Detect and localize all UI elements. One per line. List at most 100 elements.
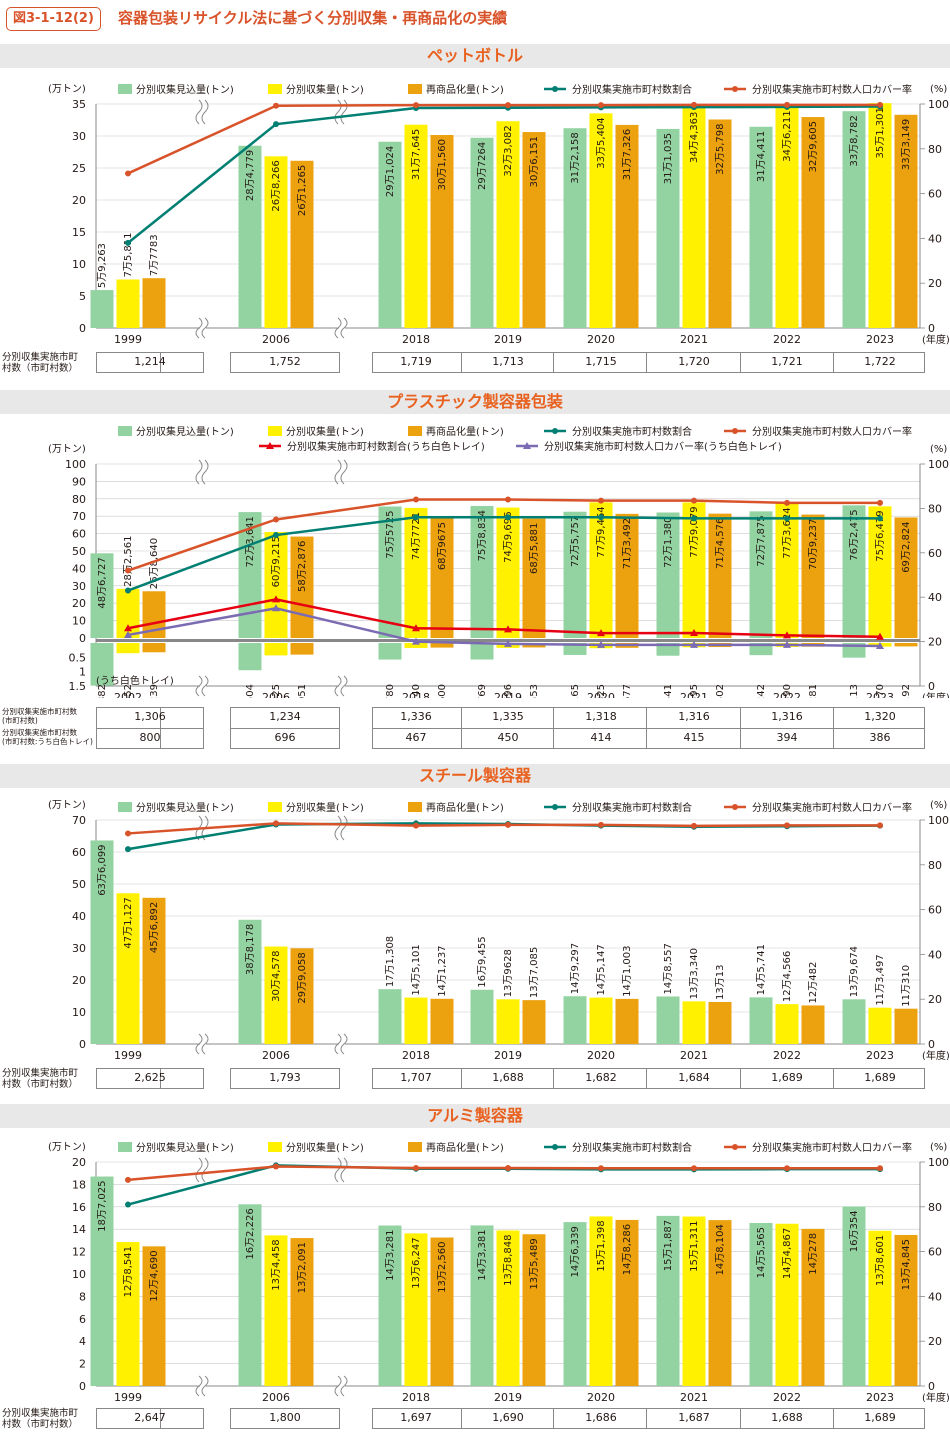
y-tick-label: 0 bbox=[79, 1038, 86, 1051]
bar-value-label: 30万4,578 bbox=[271, 951, 282, 1002]
bar-value-label: 14万5,565 bbox=[756, 1227, 767, 1278]
bar-value-label: 29万9,058 bbox=[297, 952, 308, 1003]
chart-title-band: スチール製容器 bbox=[0, 764, 950, 788]
bar bbox=[238, 643, 262, 671]
bar-value-label: 1,553 bbox=[529, 684, 540, 698]
bar bbox=[90, 290, 114, 328]
bar-value-label: 47万1,127 bbox=[123, 897, 134, 948]
bar bbox=[775, 106, 799, 328]
bar bbox=[378, 989, 402, 1044]
line-marker bbox=[691, 1165, 697, 1172]
y-tick-label: 15 bbox=[72, 226, 86, 239]
legend-item: 再商品化量(トン) bbox=[408, 83, 504, 96]
bar bbox=[404, 997, 428, 1044]
table-divider bbox=[740, 1068, 741, 1089]
y-tick-label: 2 bbox=[79, 1358, 86, 1371]
y-tick-label: 20 bbox=[72, 974, 86, 987]
table-box bbox=[96, 352, 204, 373]
axis-break bbox=[340, 1157, 348, 1183]
bar bbox=[90, 1176, 114, 1386]
y-axis-unit: (万トン) bbox=[48, 444, 86, 455]
y-tick-label: 0 bbox=[79, 632, 86, 645]
line-marker bbox=[784, 515, 790, 522]
table-divider bbox=[372, 728, 925, 729]
y2-tick-label: 60 bbox=[928, 1246, 942, 1259]
x-tick-label: 2019 bbox=[494, 1049, 522, 1060]
y-tick-label: 35 bbox=[72, 98, 86, 111]
table-cell: 1,722 bbox=[864, 355, 896, 368]
y2-tick-label: 0 bbox=[928, 1038, 935, 1051]
bar bbox=[290, 1238, 314, 1386]
bar-value-label: 15万1,887 bbox=[663, 1220, 674, 1271]
table-cell: 1,335 bbox=[492, 710, 524, 723]
bar bbox=[430, 135, 454, 328]
legend-swatch bbox=[268, 1142, 282, 1152]
table-box bbox=[230, 1068, 340, 1089]
bar-value-label: 72万3,641 bbox=[245, 516, 256, 567]
bar-value-label: 14万278 bbox=[808, 1233, 819, 1275]
table-cell: 1,689 bbox=[864, 1411, 896, 1424]
legend-marker bbox=[552, 428, 558, 434]
bar-value-label: 74万7721 bbox=[411, 512, 422, 560]
series-line bbox=[127, 822, 881, 851]
legend-item: 再商品化量(トン) bbox=[408, 1141, 504, 1154]
table-cell: 1,719 bbox=[400, 355, 432, 368]
bar-value-label: 68万9675 bbox=[437, 522, 448, 570]
bar bbox=[430, 998, 454, 1044]
bar-value-label: 13万8,601 bbox=[875, 1235, 886, 1286]
legend-label: 分別収集量(トン) bbox=[286, 425, 364, 438]
bar bbox=[90, 553, 114, 638]
legend-item: 分別収集量(トン) bbox=[268, 801, 364, 814]
bar-value-label: 38万8,178 bbox=[245, 924, 256, 975]
y-tick-label: 100 bbox=[65, 458, 86, 471]
x-tick-label: 2022 bbox=[773, 333, 801, 346]
table-divider bbox=[646, 1068, 647, 1089]
line-marker bbox=[877, 1165, 883, 1172]
bar bbox=[264, 156, 288, 328]
table-divider bbox=[740, 1408, 741, 1429]
bar bbox=[522, 1234, 546, 1386]
table-cell: 1,721 bbox=[771, 355, 803, 368]
bar bbox=[682, 502, 706, 638]
line-marker bbox=[413, 1165, 419, 1172]
table-cell: 1,306 bbox=[134, 710, 166, 723]
legend-label: 分別収集実施市町村数割合 bbox=[572, 83, 692, 96]
x-tick-label: 2018 bbox=[402, 691, 430, 698]
y2-tick-label: 40 bbox=[928, 1290, 942, 1303]
bar-value-label: 4,242 bbox=[756, 684, 767, 698]
y2-tick-label: 80 bbox=[928, 143, 942, 156]
y-tick-label: 60 bbox=[72, 528, 86, 541]
table-cell: 1,316 bbox=[771, 710, 803, 723]
bar-value-label: 30万6,151 bbox=[529, 136, 540, 187]
bar-value-label: 12万8,541 bbox=[123, 1246, 134, 1297]
axis-break bbox=[195, 1157, 203, 1183]
line-marker bbox=[877, 101, 883, 108]
bar-value-label: 32万5,798 bbox=[715, 123, 726, 174]
y-tick-label: 30 bbox=[72, 580, 86, 593]
line-marker bbox=[272, 595, 280, 603]
legend-item: 分別収集見込量(トン) bbox=[118, 425, 234, 438]
table-cell: 2,625 bbox=[134, 1071, 166, 1084]
bar-value-label: 1,192 bbox=[901, 684, 912, 698]
legend-swatch bbox=[408, 426, 422, 436]
axis-break-gap bbox=[200, 676, 206, 696]
x-tick-label: 2018 bbox=[402, 333, 430, 346]
bar-value-label: 77万9,079 bbox=[689, 506, 700, 557]
y2-tick-label: 80 bbox=[928, 502, 942, 515]
legend-label: 分別収集実施市町村数人口カバー率 bbox=[752, 83, 912, 96]
bar bbox=[404, 1233, 428, 1386]
line-marker bbox=[505, 821, 511, 828]
series-line bbox=[127, 498, 880, 572]
x-tick-label: 2021 bbox=[680, 333, 708, 346]
y2-axis-unit: (%) bbox=[930, 84, 947, 95]
bar-value-label: 15万1,398 bbox=[596, 1220, 607, 1271]
x-axis-unit: (年度) bbox=[922, 1049, 950, 1060]
bar bbox=[470, 505, 494, 638]
y-tick-label: 90 bbox=[72, 475, 86, 488]
axis-break bbox=[195, 675, 203, 697]
bar bbox=[378, 1225, 402, 1386]
line-marker bbox=[505, 496, 511, 503]
bar bbox=[682, 1216, 706, 1386]
bar-value-label: 31万4,411 bbox=[756, 131, 767, 182]
legend-item: 分別収集実施市町村数割合 bbox=[544, 83, 692, 96]
